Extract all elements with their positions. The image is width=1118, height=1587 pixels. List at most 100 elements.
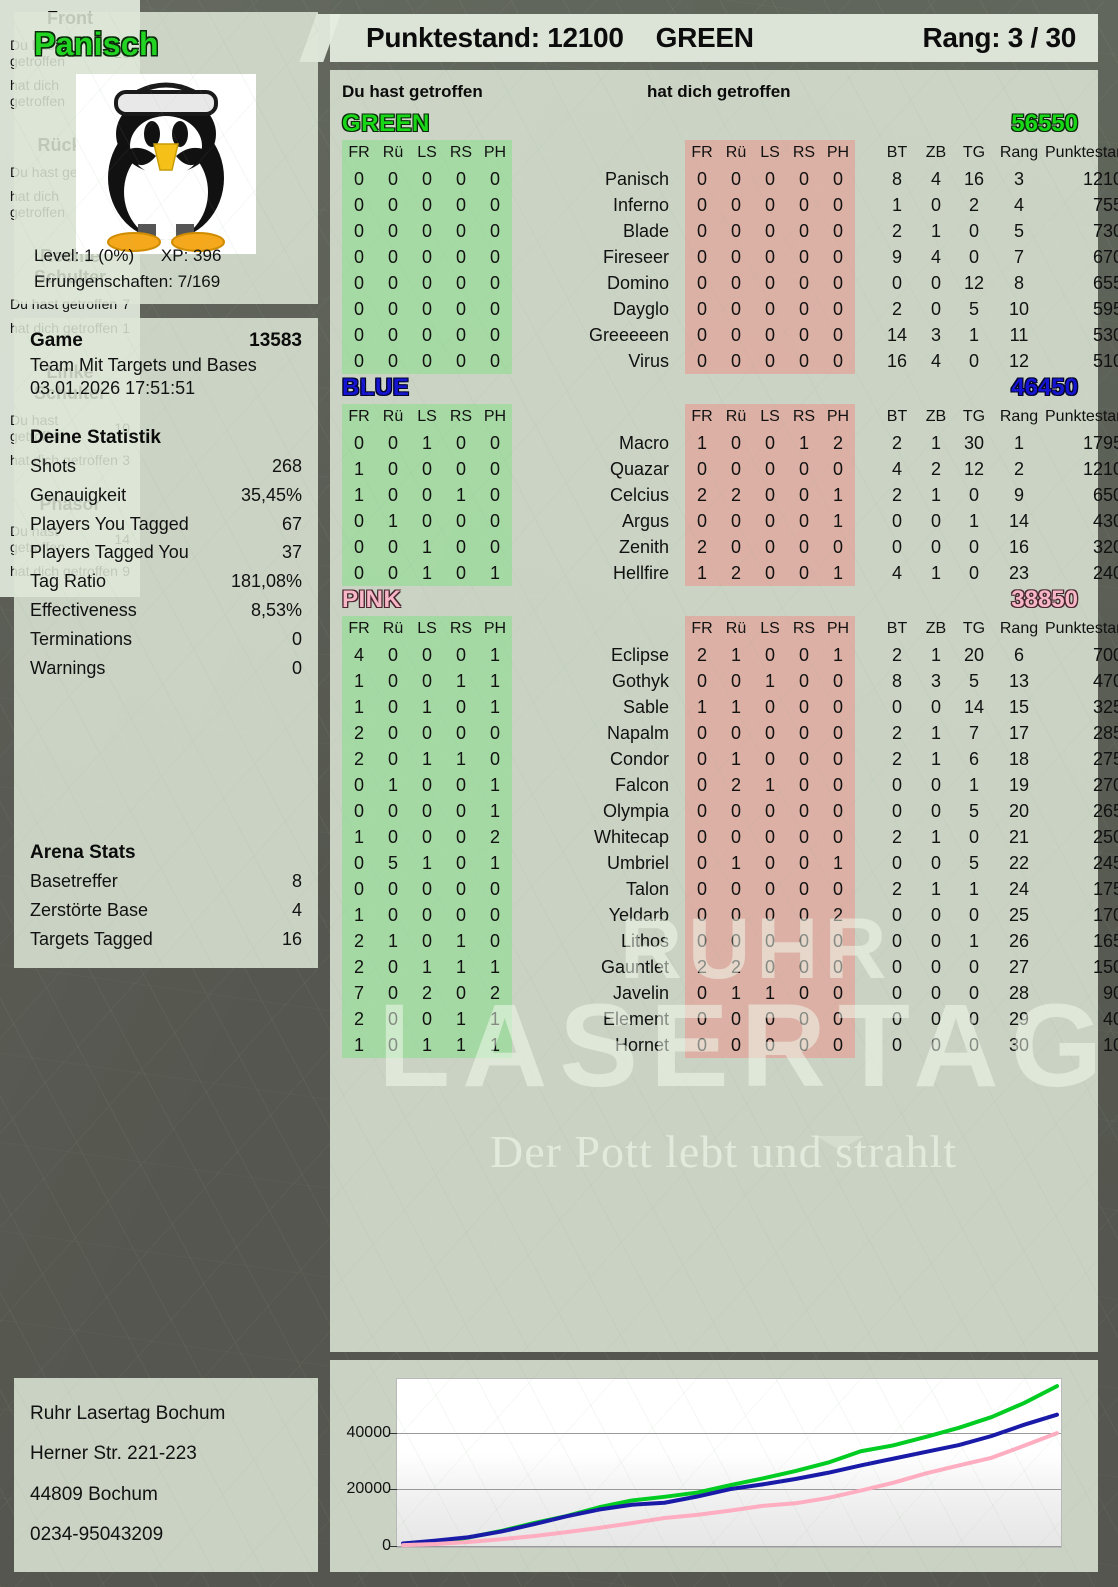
stat-cell: 0: [930, 801, 941, 821]
stat-cell: 0: [478, 322, 512, 348]
player-name-cell: Greeeeen: [588, 325, 669, 345]
body-box-value: 7: [122, 296, 130, 312]
table-row[interactable]: 00000Talon00000211241750: [342, 876, 1118, 902]
stat-cell: 0: [685, 1006, 719, 1032]
column-header: LS: [410, 404, 444, 430]
table-row[interactable]: 10101Sable110000014153250: [342, 694, 1118, 720]
stat-cell: 0: [376, 746, 410, 772]
table-row[interactable]: 10011Gothyk00100835134700: [342, 668, 1118, 694]
stat-label: Warnings: [30, 657, 106, 678]
stat-label: Terminations: [30, 628, 133, 649]
stat-cell: 0: [685, 928, 719, 954]
stat-cell: 0: [719, 1006, 753, 1032]
stat-cell: 1: [930, 879, 941, 899]
stat-cell: 0: [376, 668, 410, 694]
stat-cell: 0: [376, 824, 410, 850]
stat-cell: [512, 508, 567, 534]
table-row[interactable]: 40001Eclipse21001212067000: [342, 642, 1118, 668]
column-header: LS: [410, 140, 444, 166]
player-points-cell: 1500: [1092, 957, 1118, 977]
stat-cell: 1: [930, 221, 941, 241]
stat-cell: 2: [342, 928, 376, 954]
table-row[interactable]: 00001Olympia00000005202650: [342, 798, 1118, 824]
stat-cell: [512, 244, 567, 270]
stat-cell: [855, 668, 877, 694]
stat-cell: 0: [342, 560, 376, 586]
stat-cell: 0: [968, 827, 979, 847]
stat-cell: 0: [787, 270, 821, 296]
table-row[interactable]: 00101Hellfire12001410232400: [342, 560, 1118, 586]
stat-cell: 1: [444, 1006, 478, 1032]
table-row[interactable]: 10111Hornet0000000030100: [342, 1032, 1118, 1058]
table-row[interactable]: 00000Virus000001640125100: [342, 348, 1118, 374]
stat-cell: 0: [444, 192, 478, 218]
team-title-row: BLUE 46450: [342, 374, 1086, 404]
stat-cell: 0: [444, 798, 478, 824]
stat-cell: 1: [410, 560, 444, 586]
table-row[interactable]: 00100Macro100122130117950: [342, 430, 1118, 456]
stat-cell: [855, 954, 877, 980]
stat-cell: 16: [886, 351, 908, 371]
stat-cell: 0: [753, 720, 787, 746]
stat-cell: 0: [787, 694, 821, 720]
stat-cell: 1: [410, 850, 444, 876]
column-header: PH: [478, 404, 512, 430]
stat-cell: 5: [1013, 221, 1024, 241]
team-name: PINK: [342, 586, 402, 613]
player-name-cell: Argus: [621, 511, 669, 531]
stat-cell: 1: [410, 954, 444, 980]
stat-cell: 0: [342, 322, 376, 348]
stat-cell: [855, 244, 877, 270]
table-row[interactable]: 20011Element0000000029400: [342, 1006, 1118, 1032]
stat-cell: 0: [930, 1009, 941, 1029]
table-row[interactable]: 21010Lithos00000001261650: [342, 928, 1118, 954]
stat-cell: 0: [891, 697, 902, 717]
stat-cell: 2: [891, 723, 902, 743]
stat-cell: 0: [685, 824, 719, 850]
stat-cell: 0: [685, 166, 719, 192]
table-row[interactable]: 70202Javelin0110000028900: [342, 980, 1118, 1006]
player-name-cell: Fireseer: [602, 247, 669, 267]
stat-cell: 0: [787, 928, 821, 954]
arena-stats-list: Basetreffer 8 Zerstörte Base 4 Targets Tagge…: [30, 867, 302, 953]
column-header: TG: [962, 620, 986, 637]
table-row[interactable]: 20111Gauntlet22000000271500: [342, 954, 1118, 980]
stat-cell: 0: [787, 1006, 821, 1032]
column-header: Rü: [376, 140, 410, 166]
table-row[interactable]: 10000Quazar000004212212100: [342, 456, 1118, 482]
stat-cell: 0: [891, 511, 902, 531]
table-row[interactable]: 20000Napalm00000217172850: [342, 720, 1118, 746]
stat-cell: 0: [753, 456, 787, 482]
stat-cell: 1: [478, 1006, 512, 1032]
stat-cell: 0: [753, 296, 787, 322]
stat-cell: 2: [719, 772, 753, 798]
stat-cell: [512, 192, 567, 218]
stat-cell: 1: [821, 642, 855, 668]
player-name-cell: Napalm: [606, 723, 669, 743]
stat-value: 8,53%: [250, 599, 302, 620]
stat-cell: 0: [930, 273, 941, 293]
table-row[interactable]: 10000Yeldarb00002000251700: [342, 902, 1118, 928]
player-name-cell: Falcon: [614, 775, 669, 795]
chart-y-tick-label: 20000: [346, 1480, 392, 1498]
header-hit-you: hat dich getroffen: [647, 82, 791, 101]
stat-value: 181,08%: [230, 571, 302, 592]
